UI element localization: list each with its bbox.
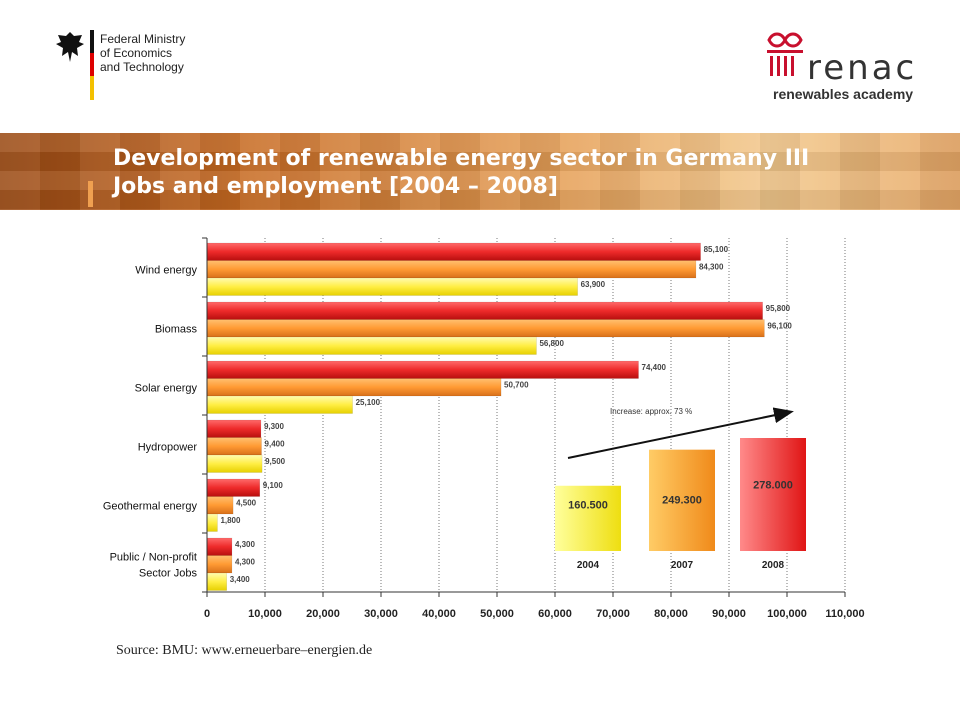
increase-annotation: Increase: approx. 73 % [610,407,692,416]
chart-axes: 0 10,000 20,000 30,000 40,000 50,000 60,000 70,… [103,237,865,620]
category-label: Geothermal energy [103,500,198,512]
bar-2007 [206,319,765,338]
flag-bar [90,30,94,100]
data-label: 4,300 [235,540,256,549]
chart-bars: 85,100 84,300 63,900 95,800 96,100 56,800 74,4… [206,242,792,591]
renac-subtitle: renewables academy [773,86,914,102]
data-label: 25,100 [356,398,381,407]
bar-2007 [206,260,697,279]
inset-bar [649,449,715,551]
inset-year-label: 2004 [577,560,600,571]
data-label: 84,300 [699,263,724,272]
bar-2008 [206,419,262,438]
ministry-name-line3: and Technology [100,60,184,74]
chart-grid [264,238,846,592]
category-label: Solar energy [135,382,198,394]
x-tick-label: 100,000 [767,608,807,620]
category-label: Public / Non-profit [110,551,197,563]
data-label: 85,100 [704,245,729,254]
page-title: Development of renewable energy sector i… [113,145,809,201]
x-tick-label: 0 [204,608,210,620]
x-tick-label: 80,000 [654,608,688,620]
bar-2004 [206,572,227,591]
title-line1: Development of renewable energy sector i… [113,146,810,171]
data-label: 3,400 [230,575,251,584]
x-tick-label: 60,000 [538,608,572,620]
data-label: 9,500 [265,457,286,466]
inset-year-label: 2007 [671,560,694,571]
x-tick-label: 40,000 [422,608,456,620]
inset-value-label: 249.300 [662,494,702,506]
data-label: 50,700 [504,381,529,390]
federal-eagle-icon [56,32,84,62]
renac-logo: renac renewables academy [765,30,925,105]
data-label: 4,300 [235,558,256,567]
x-tick-label: 70,000 [596,608,630,620]
bar-2007 [206,496,234,515]
data-label: 74,400 [642,363,667,372]
x-tick-label: 20,000 [306,608,340,620]
data-label: 4,500 [236,499,257,508]
jobs-bar-chart: 85,100 84,300 63,900 95,800 96,100 56,800 74,4… [103,237,865,620]
data-label: 9,400 [265,440,286,449]
data-label: 1,800 [220,516,241,525]
bar-2007 [206,378,502,397]
bar-2004 [206,336,537,355]
ministry-name-line2: of Economics [100,46,173,60]
inset-value-label: 160.500 [568,499,608,511]
bar-2007 [206,437,262,456]
bar-2008 [206,360,639,379]
bar-2008 [206,242,701,261]
source-note: Source: BMU: www.erneuerbare–energien.de [116,643,373,658]
renac-wordmark: renac [807,48,918,88]
x-tick-label: 10,000 [248,608,282,620]
ministry-name: Federal Ministry of Economics and Techno… [100,32,185,74]
category-label: Wind energy [135,264,197,276]
bar-2004 [206,277,578,296]
data-label: 56,800 [539,339,564,348]
banner-pattern [0,133,960,210]
banner-accent [88,181,93,207]
ministry-name-line1: Federal Ministry [100,32,186,46]
inset-year-label: 2008 [762,560,785,571]
data-label: 9,300 [264,422,285,431]
data-label: 95,800 [766,304,791,313]
data-label: 96,100 [767,322,792,331]
bar-2008 [206,301,763,320]
inset-value-label: 278.000 [753,480,793,492]
x-tick-label: 30,000 [364,608,398,620]
bar-2007 [206,555,233,574]
bar-2008 [206,478,261,497]
data-label: 63,900 [581,280,606,289]
inset-bar [555,485,621,551]
inset-total-chart: 160.500 2004 249.300 2007 278.000 2008 Increas… [555,407,806,571]
renac-emblem-icon [767,32,803,76]
bar-2004 [206,395,353,414]
x-tick-label: 50,000 [480,608,514,620]
x-tick-label: 110,000 [825,608,864,620]
bar-2004 [206,513,218,532]
ministry-logo: Federal Ministry of Economics and Techno… [55,30,275,100]
increase-arrow [567,407,794,459]
inset-bar [740,438,806,551]
data-label: 9,100 [263,481,284,490]
bar-2004 [206,454,263,473]
bar-2008 [206,537,233,556]
title-line2: Jobs and employment [2004 – 2008] [113,174,558,199]
x-tick-label: 90,000 [712,608,746,620]
category-label: Biomass [155,323,198,335]
category-label: Hydropower [138,441,198,453]
category-label: Sector Jobs [139,567,198,579]
title-banner: Development of renewable energy sector i… [0,133,960,210]
